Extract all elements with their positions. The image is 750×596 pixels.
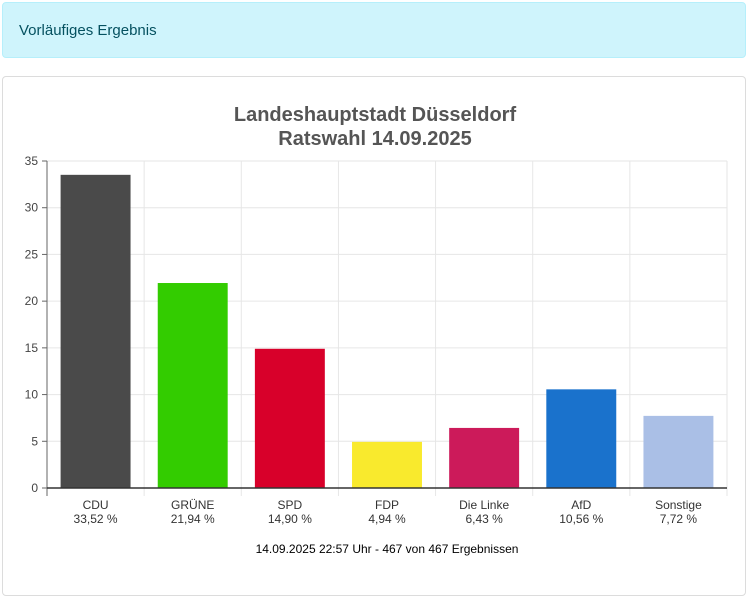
chart-title-line-1: Landeshauptstadt Düsseldorf (234, 104, 517, 126)
y-tick-label: 25 (25, 247, 39, 261)
data-label: 10,56 % (559, 512, 603, 526)
data-label: 33,52 % (74, 512, 118, 526)
y-tick-label: 5 (31, 434, 38, 448)
alert-text: Vorläufiges Ergebnis (19, 21, 157, 39)
y-tick-label: 0 (31, 481, 38, 495)
data-label: 4,94 % (368, 512, 406, 526)
y-tick-label: 35 (25, 154, 39, 168)
data-label: 14,90 % (268, 512, 312, 526)
chart-title-line-2: Ratswahl 14.09.2025 (278, 128, 471, 150)
data-label: 7,72 % (660, 512, 698, 526)
y-tick-label: 15 (25, 341, 39, 355)
bar-chart: Landeshauptstadt Düsseldorf Ratswahl 14.… (25, 104, 728, 556)
bar-sonstige[interactable] (643, 415, 714, 488)
data-label: 6,43 % (465, 512, 503, 526)
x-tick-label: CDU (83, 498, 109, 512)
y-axis: 0 5 10 15 20 25 30 35 (25, 154, 48, 496)
bar-afd[interactable] (546, 389, 617, 488)
x-tick-label: Sonstige (655, 498, 702, 512)
status-alert: Vorläufiges Ergebnis (2, 2, 746, 58)
bar-cdu[interactable] (60, 174, 131, 488)
x-tick-label: SPD (278, 498, 303, 512)
y-tick-label: 30 (25, 201, 39, 215)
bar-spd[interactable] (254, 348, 325, 488)
y-tick-label: 20 (25, 294, 39, 308)
y-tick-label: 10 (25, 388, 39, 402)
bar-gr-ne[interactable] (157, 283, 228, 488)
data-label: 21,94 % (171, 512, 215, 526)
x-tick-label: Die Linke (459, 498, 509, 512)
bar-die-linke[interactable] (449, 427, 520, 488)
x-tick-label: AfD (571, 498, 591, 512)
chart-footer: 14.09.2025 22:57 Uhr - 467 von 467 Ergeb… (256, 542, 519, 556)
bars (60, 174, 714, 488)
bar-fdp[interactable] (352, 441, 422, 488)
x-tick-label: FDP (375, 498, 399, 512)
x-tick-label: GRÜNE (171, 498, 214, 512)
